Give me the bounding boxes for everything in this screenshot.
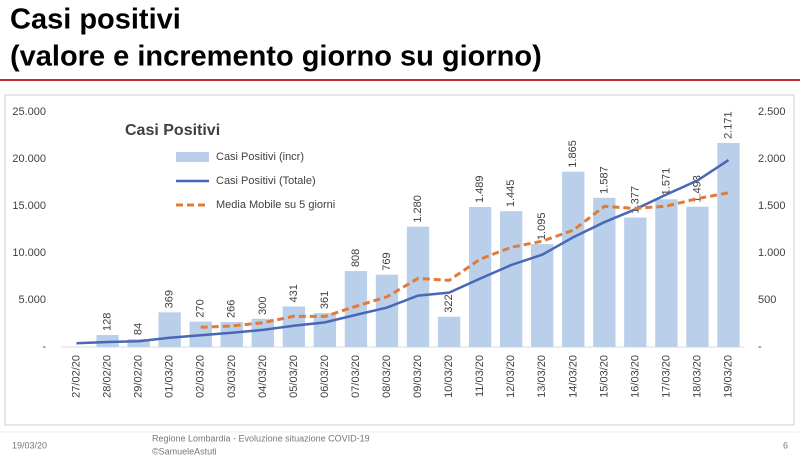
x-tick-label: 15/03/20 [598, 355, 610, 398]
footer-source: Regione Lombardia - Evoluzione situazion… [152, 433, 370, 443]
x-tick-label: 06/03/20 [319, 355, 331, 398]
bar [437, 316, 461, 347]
bar [531, 244, 554, 347]
legend-label: Media Mobile su 5 giorni [216, 199, 335, 211]
y-tick-label: - [42, 341, 46, 353]
bar [158, 312, 181, 347]
x-tick-label: 14/03/20 [567, 355, 579, 398]
value-label: 1.489 [474, 176, 486, 204]
y2-tick-label: 2.000 [758, 153, 786, 165]
slide-title: (valore e incremento giorno su giorno) [10, 41, 542, 73]
y2-tick-label: 500 [758, 294, 776, 306]
x-tick-label: 17/03/20 [660, 355, 672, 398]
bar [468, 207, 492, 347]
bar [344, 271, 368, 347]
legend-label: Casi Positivi (Totale) [216, 175, 316, 187]
x-tick-label: 09/03/20 [412, 355, 424, 398]
chart-title: Casi Positivi [125, 122, 220, 139]
x-tick-label: 18/03/20 [691, 355, 703, 398]
x-tick-label: 27/02/20 [71, 355, 83, 398]
y-tick-label: 25.000 [12, 106, 46, 118]
y2-tick-label: - [758, 341, 762, 353]
value-label: 1.865 [567, 140, 579, 168]
slide-title: Casi positivi [10, 4, 181, 36]
x-tick-label: 13/03/20 [536, 355, 548, 398]
value-label: 266 [226, 300, 238, 318]
value-label: 84 [133, 323, 145, 335]
bar [406, 226, 430, 347]
x-tick-label: 12/03/20 [505, 355, 517, 398]
y2-tick-label: 1.000 [758, 247, 786, 259]
value-label: 808 [350, 249, 362, 267]
x-tick-label: 07/03/20 [350, 355, 362, 398]
x-tick-label: 29/02/20 [133, 355, 145, 398]
moving-average-line [200, 191, 729, 329]
x-tick-label: 03/03/20 [226, 355, 238, 398]
plot: - 5.000 10.000 15.000 20.000 25.000 - 500 1.000 1… [12, 106, 785, 398]
bar [624, 217, 647, 347]
value-label: 1.571 [660, 168, 672, 196]
value-label: 128 [102, 313, 114, 331]
value-label: 431 [288, 284, 300, 302]
x-tick-label: 05/03/20 [288, 355, 300, 398]
y-tick-label: 20.000 [12, 153, 46, 165]
bar [562, 171, 585, 347]
value-label: 270 [195, 299, 207, 317]
x-tick-label: 08/03/20 [381, 355, 393, 398]
y2-tick-label: 1.500 [758, 200, 786, 212]
value-label: 769 [381, 252, 393, 270]
value-label: 361 [319, 291, 331, 309]
value-label: 1.280 [412, 195, 424, 223]
x-tick-label: 10/03/20 [443, 355, 455, 398]
value-label: 322 [443, 294, 455, 312]
x-tick-label: 28/02/20 [102, 355, 114, 398]
bar [375, 274, 399, 347]
y-tick-label: 5.000 [18, 294, 46, 306]
value-label: 300 [257, 296, 269, 314]
bar [127, 339, 150, 347]
bar [220, 321, 243, 347]
bar [499, 211, 523, 347]
value-label: 1.587 [598, 166, 610, 194]
bar [251, 318, 274, 347]
value-label: 1.095 [536, 213, 548, 241]
legend-swatch [176, 152, 209, 162]
x-tick-label: 02/03/20 [195, 355, 207, 398]
page-number: 6 [783, 440, 788, 450]
bar [313, 313, 337, 347]
y-tick-label: 15.000 [12, 200, 46, 212]
legend-label: Casi Positivi (incr) [216, 151, 304, 163]
x-tick-label: 01/03/20 [164, 355, 176, 398]
y2-tick-label: 2.500 [758, 106, 786, 118]
x-tick-label: 19/03/20 [722, 355, 734, 398]
x-tick-label: 04/03/20 [257, 355, 269, 398]
footer-date: 19/03/20 [12, 440, 47, 450]
value-label: 1.445 [505, 180, 517, 208]
bar [686, 206, 709, 347]
x-tick-label: 16/03/20 [629, 355, 641, 398]
footer-credit: ©SamueleAstuti [152, 446, 217, 456]
y-tick-label: 10.000 [12, 247, 46, 259]
bar [655, 199, 678, 347]
value-label: 2.171 [722, 111, 734, 139]
x-tick-label: 11/03/20 [474, 355, 486, 397]
line [76, 159, 730, 345]
bar [717, 142, 740, 347]
value-label: 369 [164, 290, 176, 308]
bar [593, 197, 616, 347]
